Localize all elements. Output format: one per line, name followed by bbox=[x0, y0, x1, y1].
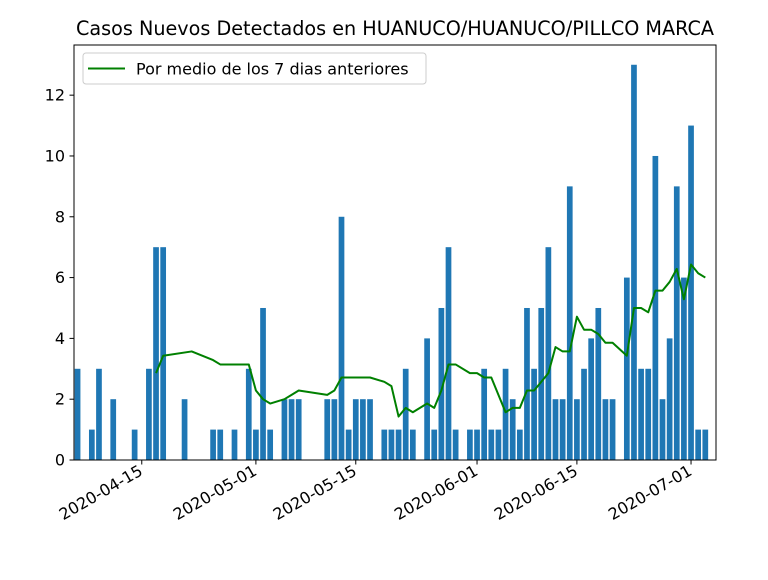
plot-frame bbox=[73, 44, 717, 461]
bar bbox=[324, 399, 331, 460]
bar bbox=[509, 399, 516, 460]
bar bbox=[645, 368, 652, 460]
bar bbox=[288, 399, 295, 460]
y-tick-label: 2 bbox=[55, 390, 65, 409]
bar bbox=[409, 429, 416, 460]
bar bbox=[245, 368, 252, 460]
bar bbox=[695, 429, 702, 460]
bar bbox=[210, 429, 216, 460]
bar bbox=[623, 277, 630, 460]
y-tick-label: 12 bbox=[45, 86, 65, 105]
bar bbox=[452, 429, 459, 460]
bar bbox=[331, 399, 338, 460]
bar bbox=[702, 429, 709, 460]
bar bbox=[659, 399, 666, 460]
bar bbox=[110, 399, 117, 460]
legend-label: Por medio de los 7 dias anteriores bbox=[136, 60, 409, 79]
bar bbox=[74, 368, 81, 460]
x-tick-label: 2020-05-01 bbox=[170, 461, 260, 524]
bar bbox=[595, 307, 602, 460]
bar bbox=[495, 429, 502, 460]
bar bbox=[502, 368, 509, 460]
bar bbox=[402, 368, 409, 460]
bar bbox=[424, 338, 430, 460]
bar bbox=[88, 429, 95, 460]
bar bbox=[160, 247, 167, 460]
bar bbox=[524, 307, 530, 460]
bar bbox=[652, 155, 659, 460]
y-tick-label: 6 bbox=[55, 268, 65, 287]
bar bbox=[545, 247, 552, 460]
bar bbox=[217, 429, 224, 460]
legend-box bbox=[82, 52, 427, 85]
x-tick-label: 2020-07-01 bbox=[605, 461, 695, 524]
bar bbox=[688, 125, 694, 461]
bar bbox=[267, 429, 274, 460]
bar bbox=[531, 368, 537, 460]
bar bbox=[581, 368, 587, 460]
bar bbox=[588, 338, 595, 460]
bar bbox=[146, 368, 152, 460]
bar bbox=[538, 307, 545, 460]
moving-average-layer bbox=[155, 263, 706, 418]
bar bbox=[131, 429, 138, 460]
legend: Por medio de los 7 dias anteriores bbox=[82, 52, 427, 85]
bars-layer bbox=[74, 64, 709, 461]
y-tick-label: 10 bbox=[45, 146, 65, 165]
bar bbox=[431, 429, 438, 460]
x-tick-label: 2020-06-15 bbox=[491, 461, 581, 524]
y-tick-label: 4 bbox=[55, 329, 65, 348]
bar bbox=[345, 429, 352, 460]
bar bbox=[566, 186, 573, 460]
bar bbox=[253, 429, 259, 460]
y-tick-label: 8 bbox=[55, 207, 65, 226]
bar bbox=[681, 277, 687, 460]
bar bbox=[481, 368, 488, 460]
bar bbox=[673, 186, 680, 460]
bar bbox=[488, 429, 495, 460]
series-line bbox=[155, 263, 706, 418]
bar bbox=[96, 368, 102, 460]
chart-title: Casos Nuevos Detectados en HUANUCO/HUANU… bbox=[76, 17, 714, 40]
bar bbox=[638, 368, 644, 460]
x-tick-label: 2020-05-15 bbox=[270, 461, 360, 524]
bar bbox=[281, 399, 288, 460]
bar bbox=[574, 399, 580, 460]
y-axis: 0 2 4 6 8 10 12 bbox=[45, 86, 74, 470]
bar bbox=[388, 429, 395, 460]
bar bbox=[445, 247, 452, 460]
bar bbox=[260, 307, 266, 460]
bar bbox=[360, 399, 366, 460]
bar bbox=[602, 399, 609, 460]
bar bbox=[467, 429, 473, 460]
bar bbox=[381, 429, 388, 460]
bar bbox=[352, 399, 359, 460]
bar bbox=[153, 247, 159, 460]
y-tick-label: 0 bbox=[55, 451, 65, 470]
bar bbox=[516, 429, 523, 460]
bar bbox=[631, 64, 637, 460]
bar bbox=[367, 399, 373, 460]
bar bbox=[295, 399, 302, 460]
bar bbox=[231, 429, 238, 460]
bar bbox=[609, 399, 616, 460]
bar bbox=[438, 307, 445, 460]
bar bbox=[666, 338, 673, 460]
x-axis: 2020-04-15 2020-05-01 2020-05-15 2020-06-01… bbox=[56, 460, 695, 524]
bar bbox=[338, 216, 345, 460]
bar bbox=[559, 399, 566, 460]
bar bbox=[552, 399, 559, 460]
bar bbox=[474, 429, 480, 460]
x-tick-label: 2020-06-01 bbox=[391, 461, 481, 524]
bar bbox=[181, 399, 188, 460]
x-tick-label: 2020-04-15 bbox=[56, 461, 146, 524]
bar bbox=[395, 429, 402, 460]
